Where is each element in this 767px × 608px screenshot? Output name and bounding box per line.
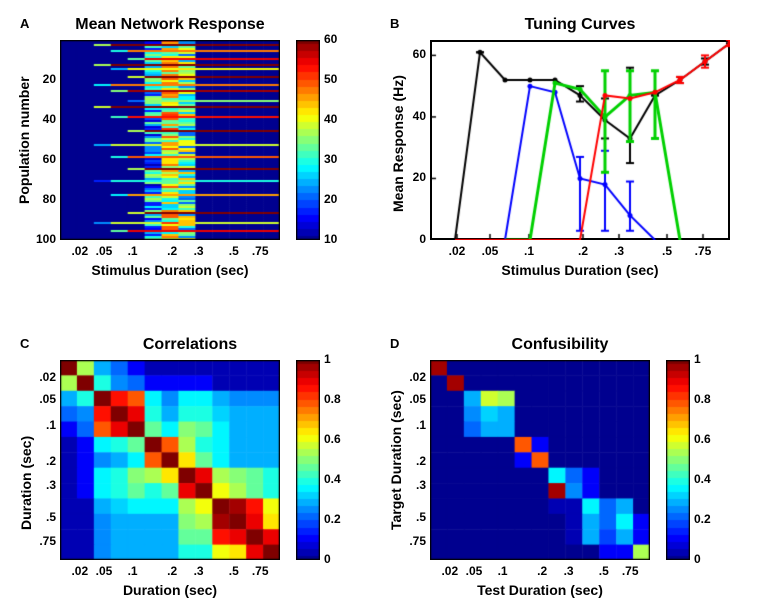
panel-b-lines [430,40,730,240]
panel-c-ytick: .1 [24,418,56,432]
panel-c-heatmap [60,360,280,560]
panel-d-xtick: .05 [460,564,488,578]
panel-c-colorbar [296,360,320,560]
panel-c-colorbar-tick: 0.6 [324,432,341,446]
panel-b-title: Tuning Curves [430,16,730,34]
panel-a-colorbar-tick: 20 [324,192,337,206]
panel-c-xtick: .3 [185,564,213,578]
figure-root: A Mean Network Response Population number S… [0,0,767,608]
panel-c-ytick: .5 [24,510,56,524]
panel-d-colorbar-tick: 0.2 [694,512,711,526]
panel-a-colorbar-tick: 30 [324,152,337,166]
panel-d-xtick: .1 [489,564,517,578]
panel-d-xtick: .5 [590,564,618,578]
panel-c-letter: C [20,336,29,351]
panel-c-xtick: .1 [119,564,147,578]
panel-d-ytick: .1 [394,418,426,432]
panel-d-xtick: .3 [555,564,583,578]
panel-a-colorbar-tick: 40 [324,112,337,126]
panel-d-ytick: .02 [394,370,426,384]
panel-a-ytick: 40 [28,112,56,126]
panel-a-letter: A [20,16,29,31]
panel-c-title: Correlations [60,336,320,354]
panel-d-title: Confusibility [430,336,690,354]
panel-a-heatmap [60,40,280,240]
panel-d-colorbar-tick: 0 [694,552,701,566]
panel-c-colorbar-tick: 0.8 [324,392,341,406]
panel-d-heatmap [430,360,650,560]
panel-d-ytick: .05 [394,392,426,406]
panel-b-xtick: .3 [605,244,633,258]
panel-d-ytick: .2 [394,454,426,468]
panel-c-colorbar-tick: 1 [324,352,331,366]
panel-c-xtick: .5 [220,564,248,578]
panel-b-xtick: .2 [569,244,597,258]
panel-c-colorbar-tick: 0.2 [324,512,341,526]
panel-d-colorbar-tick: 0.8 [694,392,711,406]
panel-d-ytick: .3 [394,478,426,492]
panel-d-xtick: .2 [528,564,556,578]
panel-a-xtick: .2 [158,244,186,258]
panel-a-xlabel: Stimulus Duration (sec) [60,262,280,278]
panel-a-ytick: 20 [28,72,56,86]
panel-a-ytick: 100 [28,232,56,246]
panel-c-ytick: .2 [24,454,56,468]
panel-a-colorbar-tick: 10 [324,232,337,246]
panel-c-ytick: .05 [24,392,56,406]
panel-a-xtick: .1 [119,244,147,258]
panel-d-ytick: .75 [394,534,426,548]
panel-b-xtick: .1 [515,244,543,258]
panel-a-ytick: 60 [28,152,56,166]
panel-b-xtick: .5 [653,244,681,258]
panel-d-colorbar [666,360,690,560]
panel-b-xtick: .02 [443,244,471,258]
panel-c-xtick: .2 [158,564,186,578]
panel-a-colorbar-tick: 50 [324,72,337,86]
panel-a-ytick: 80 [28,192,56,206]
panel-d-xtick: .75 [616,564,644,578]
panel-c-colorbar-tick: 0.4 [324,472,341,486]
panel-a-colorbar [296,40,320,240]
panel-d-ytick: .5 [394,510,426,524]
panel-d-xlabel: Test Duration (sec) [430,582,650,598]
panel-b-ylabel: Mean Response (Hz) [390,75,406,212]
panel-b-ytick: 0 [402,232,426,246]
panel-b-xtick: .75 [689,244,717,258]
panel-a-xtick: .75 [246,244,274,258]
panel-c-colorbar-tick: 0 [324,552,331,566]
panel-a-title: Mean Network Response [60,16,280,34]
panel-a-xtick: .05 [90,244,118,258]
panel-b-ytick: 60 [402,47,426,61]
panel-b-ytick: 40 [402,109,426,123]
panel-a-xtick: .5 [220,244,248,258]
panel-b-letter: B [390,16,399,31]
panel-b-xtick: .05 [476,244,504,258]
panel-c-ytick: .02 [24,370,56,384]
panel-b-xlabel: Stimulus Duration (sec) [430,262,730,278]
panel-c-xlabel: Duration (sec) [60,582,280,598]
panel-c-xtick: .05 [90,564,118,578]
panel-d-letter: D [390,336,399,351]
panel-b-ytick: 20 [402,170,426,184]
panel-a-xtick: .3 [185,244,213,258]
panel-c-ytick: .75 [24,534,56,548]
panel-d-colorbar-tick: 0.4 [694,472,711,486]
panel-c-xtick: .75 [246,564,274,578]
panel-c-ytick: .3 [24,478,56,492]
panel-d-colorbar-tick: 1 [694,352,701,366]
panel-a-colorbar-tick: 60 [324,32,337,46]
panel-d-colorbar-tick: 0.6 [694,432,711,446]
panel-a-ylabel: Population number [16,76,32,204]
